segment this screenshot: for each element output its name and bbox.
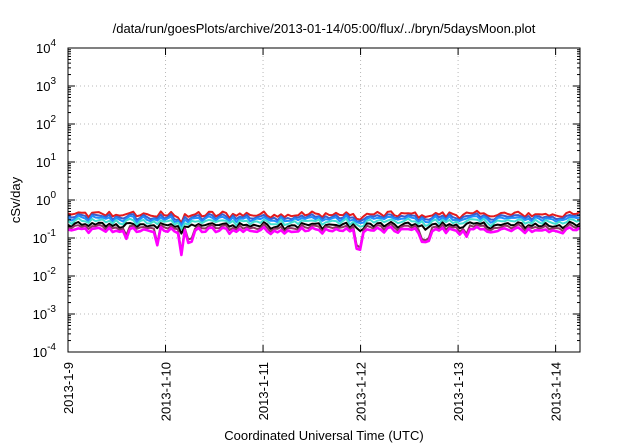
- y-axis-label: cSv/day: [8, 176, 23, 223]
- series-line-4: [67, 217, 581, 231]
- x-axis-label: Coordinated Universal Time (UTC): [224, 428, 423, 443]
- series-line-3: [67, 214, 581, 227]
- chart-title: /data/run/goesPlots/archive/2013-01-14/0…: [113, 21, 536, 36]
- grid-lines: [68, 48, 580, 352]
- series-line-5: [67, 220, 581, 235]
- y-tick-label: 10-3: [33, 304, 57, 322]
- y-tick-label: 102: [36, 114, 56, 132]
- x-tick-label: 2013-1-10: [159, 362, 174, 421]
- y-tick-label: 101: [36, 152, 56, 170]
- series-line-7: [67, 225, 581, 257]
- x-tick-label: 2013-1-9: [61, 362, 76, 414]
- plot-frame: [67, 47, 581, 353]
- x-tick-labels: 2013-1-9 2013-1-10 2013-1-11 2013-1-12 2013-…: [61, 362, 564, 421]
- series-line-1: [67, 209, 581, 224]
- y-tick-label: 104: [36, 38, 56, 56]
- x-tick-label: 2013-1-13: [451, 362, 466, 421]
- x-tick-label: 2013-1-11: [256, 362, 271, 420]
- x-tick-label: 2013-1-14: [549, 362, 564, 421]
- y-tick-label: 103: [36, 76, 56, 94]
- y-tick-labels: 10-4 10-3 10-2 10-1 100 101 102 103 104: [33, 38, 57, 360]
- y-tick-label: 10-2: [33, 266, 57, 284]
- x-tick-label: 2013-1-12: [354, 362, 369, 421]
- y-tick-label: 100: [36, 190, 56, 208]
- y-tick-label: 10-4: [33, 342, 57, 360]
- series-lines: [67, 209, 581, 257]
- y-tick-label: 10-1: [33, 228, 57, 246]
